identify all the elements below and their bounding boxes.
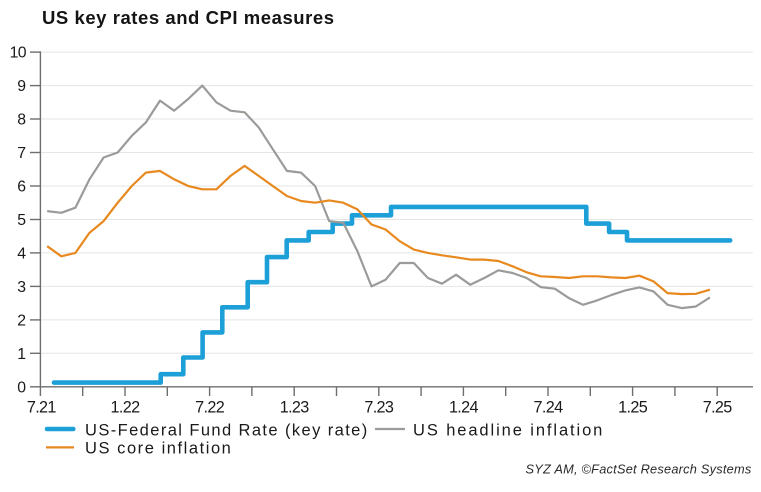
svg-text:2: 2	[17, 313, 26, 330]
svg-text:7.25: 7.25	[703, 398, 733, 416]
svg-text:1: 1	[17, 346, 26, 363]
svg-text:US-Federal Fund Rate (key rate: US-Federal Fund Rate (key rate)	[85, 422, 369, 440]
svg-text:SYZ AM, ©FactSet Research Syst: SYZ AM, ©FactSet Research Systems	[526, 461, 752, 476]
svg-text:7: 7	[17, 145, 26, 162]
svg-text:10: 10	[10, 45, 27, 62]
svg-text:4: 4	[17, 246, 26, 263]
svg-text:1.24: 1.24	[449, 398, 479, 416]
svg-text:1.25: 1.25	[618, 398, 648, 416]
svg-text:9: 9	[17, 78, 26, 95]
svg-text:US key rates and CPI measures: US key rates and CPI measures	[42, 7, 335, 28]
svg-text:1.23: 1.23	[280, 398, 310, 416]
svg-text:3: 3	[17, 279, 26, 296]
svg-text:8: 8	[17, 112, 26, 129]
svg-text:0: 0	[17, 380, 26, 397]
svg-text:1.22: 1.22	[111, 398, 141, 416]
svg-text:7.21: 7.21	[27, 398, 57, 416]
svg-text:7.22: 7.22	[195, 398, 225, 416]
svg-text:7.23: 7.23	[364, 398, 394, 416]
svg-text:5: 5	[17, 212, 26, 229]
svg-text:US headline inflation: US headline inflation	[413, 422, 604, 440]
svg-text:6: 6	[17, 179, 26, 196]
svg-text:7.24: 7.24	[534, 398, 564, 416]
svg-text:US core inflation: US core inflation	[85, 439, 232, 457]
